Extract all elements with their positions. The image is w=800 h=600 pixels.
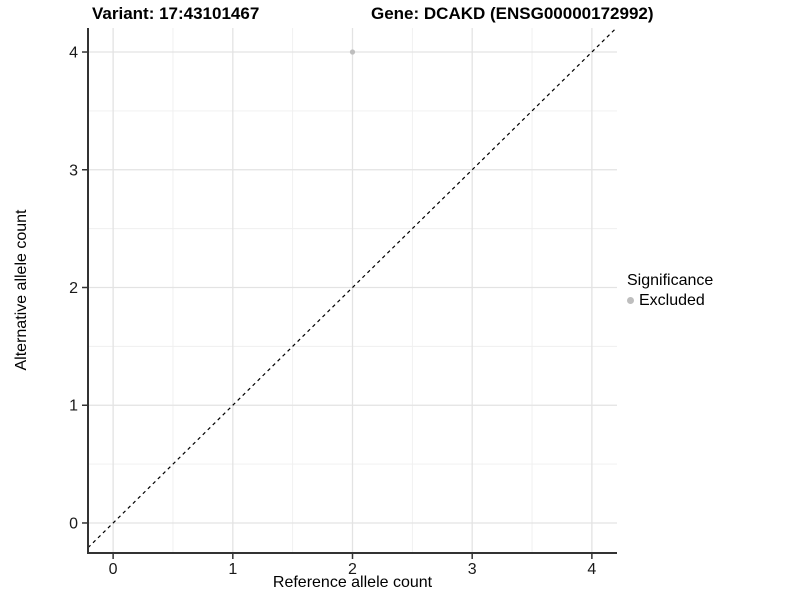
legend-title: Significance: [627, 272, 714, 289]
plot-title-variant: Variant: 17:43101467: [92, 4, 260, 23]
x-tick-label: 4: [587, 561, 596, 578]
legend: Significance Excluded: [627, 271, 713, 310]
y-tick-label: 4: [69, 45, 78, 62]
y-tick-label: 0: [69, 515, 78, 532]
x-tick-label: 3: [468, 561, 477, 578]
y-tick-label: 1: [69, 398, 78, 415]
x-tick-label: 2: [348, 561, 357, 578]
plot-title-gene: Gene: DCAKD (ENSG00000172992): [371, 4, 654, 23]
legend-item-label: Excluded: [639, 292, 705, 309]
x-tick-label: 1: [228, 561, 237, 578]
y-axis-label: Alternative allele count: [13, 209, 30, 371]
x-tick-label: 0: [109, 561, 118, 578]
x-axis-label: Reference allele count: [272, 574, 433, 591]
legend-point-icon: [627, 297, 634, 304]
y-tick-label: 2: [69, 280, 78, 297]
y-tick-label: 3: [69, 162, 78, 179]
identity-reference-line: [87, 27, 617, 549]
data-point: [349, 49, 356, 55]
legend-item-excluded: Excluded: [627, 291, 713, 310]
